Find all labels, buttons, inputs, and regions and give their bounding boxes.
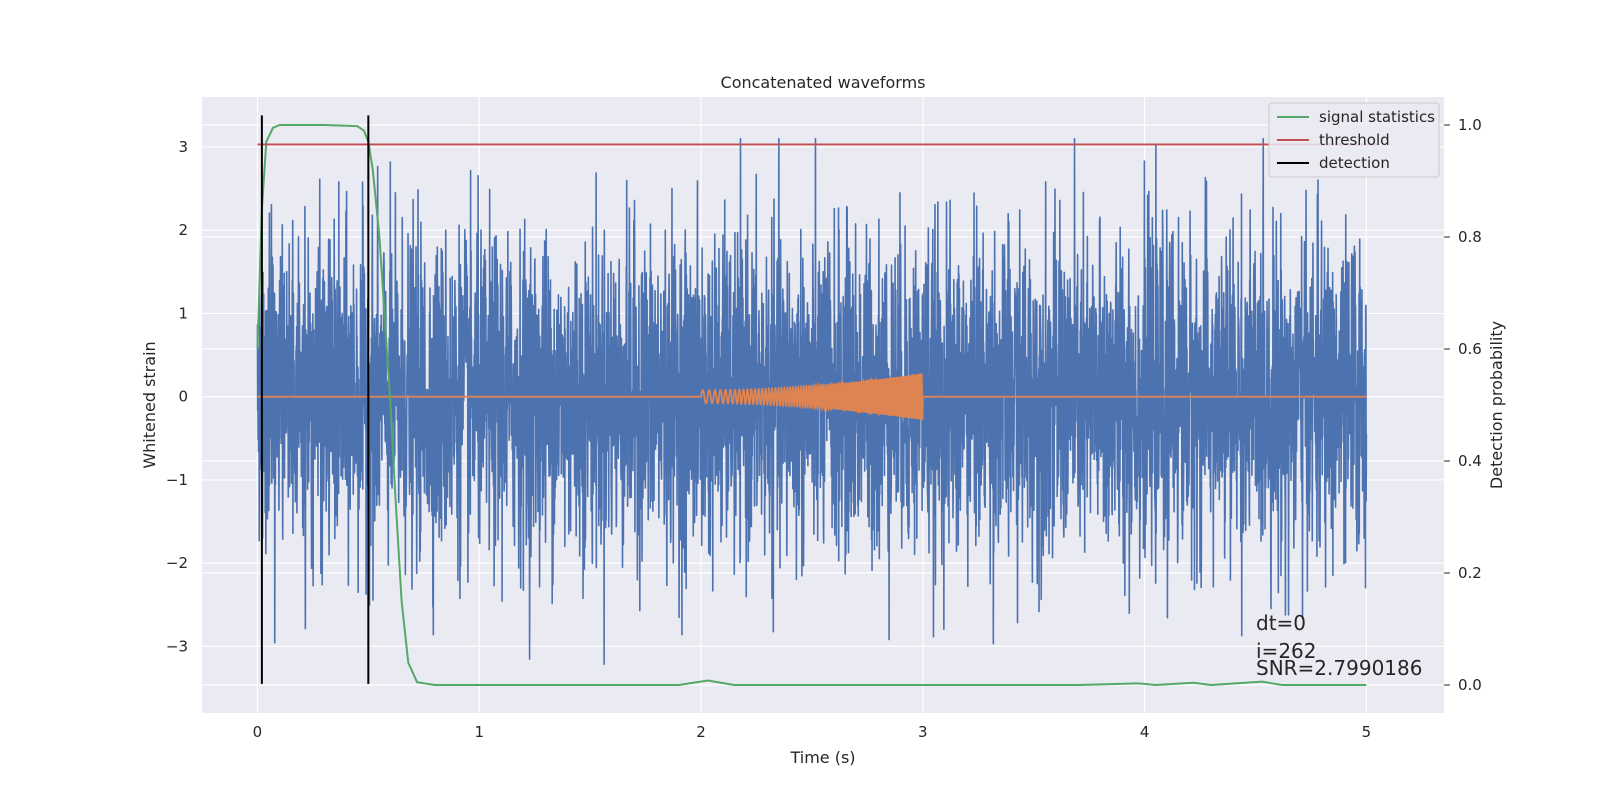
noise-series [256, 137, 1368, 665]
legend: signal statistics threshold detection [1268, 102, 1440, 178]
y-tick-label: 1 [178, 304, 188, 322]
annotation-snr: SNR=2.7990186 [1256, 656, 1422, 680]
chirp-trace [257, 373, 1367, 420]
chirp-series [257, 373, 1367, 420]
annotation-dt: dt=0 [1256, 611, 1306, 635]
legend-box [1268, 102, 1440, 178]
y-tick-label: −1 [166, 471, 188, 489]
y-tick-label: −3 [166, 637, 188, 655]
noise-trace [256, 137, 1368, 665]
y-tick-label: 3 [178, 138, 188, 156]
overlay-series [256, 115, 1378, 687]
y-tick-label: 0 [178, 388, 188, 406]
annotation-index: i=262 [1256, 639, 1317, 663]
y-tick-label: −2 [166, 554, 188, 572]
chart-title: Concatenated waveforms [721, 73, 926, 92]
y-right-tick-label: 1.0 [1458, 116, 1482, 134]
x-axis-label: Time (s) [789, 748, 855, 767]
x-tick-label: 3 [918, 723, 928, 741]
legend-label: detection [1319, 154, 1390, 172]
x-tick-label: 4 [1140, 723, 1150, 741]
y-axis-label: Whitened strain [140, 341, 159, 468]
y-axis-right-label: Detection probability [1487, 321, 1506, 489]
x-tick-label: 5 [1362, 723, 1372, 741]
y-right-tick-label: 0.4 [1458, 452, 1482, 470]
y-right-tick-label: 0.8 [1458, 228, 1482, 246]
x-tick-label: 2 [696, 723, 706, 741]
y-right-tick-label: 0.0 [1458, 676, 1482, 694]
tick-labels: 0 1 2 3 4 5 −3 −2 −1 0 1 2 3 0.0 0.2 0.4 0.6 0.8 1.0 [166, 116, 1482, 741]
legend-label: signal statistics [1319, 108, 1435, 126]
x-tick-label: 1 [474, 723, 484, 741]
y-right-tick-label: 0.6 [1458, 340, 1482, 358]
y-right-tick-label: 0.2 [1458, 564, 1482, 582]
x-tick-label: 0 [253, 723, 263, 741]
legend-label: threshold [1319, 131, 1390, 149]
signal-statistics-line [256, 124, 1367, 687]
y-tick-label: 2 [178, 221, 188, 239]
